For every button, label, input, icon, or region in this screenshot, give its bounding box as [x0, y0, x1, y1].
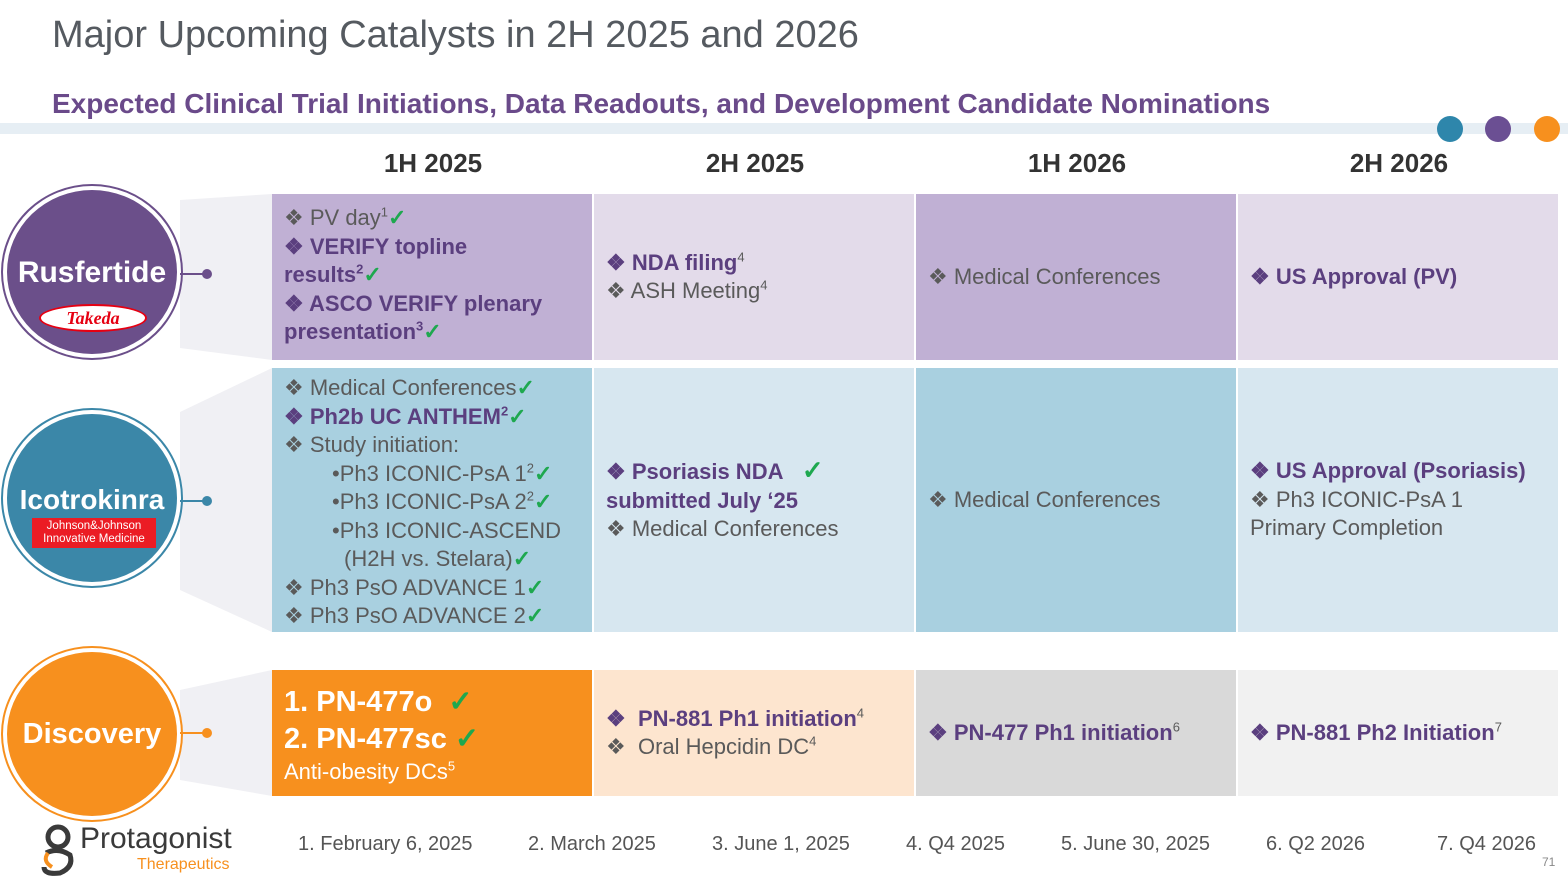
discovery-label: Discovery: [22, 718, 162, 750]
footnote-5: 5. June 30, 2025: [1061, 833, 1211, 855]
column-header-1h-2026: 1H 2026: [1027, 148, 1127, 178]
icotrokinra-label: Icotrokinra: [19, 484, 165, 515]
decor-dot-orange: [1534, 116, 1560, 142]
page-title: Major Upcoming Catalysts in 2H 2025 and …: [52, 14, 859, 56]
discovery-circle: Discovery: [3, 648, 181, 820]
discovery-connector: [180, 732, 208, 734]
icotrokinra-1h-2026-cell: ❖ Medical Conferences: [916, 368, 1236, 632]
footnote-4: 4. Q4 2025: [906, 833, 1005, 855]
discovery-2h-2025-cell: ❖ PN-881 Ph1 initiation4 ❖ Oral Hepcidin…: [594, 670, 914, 796]
footnote-2: 2. March 2025: [528, 833, 656, 855]
page-subtitle: Expected Clinical Trial Initiations, Dat…: [52, 88, 1271, 119]
footnote-6: 6. Q2 2026: [1266, 833, 1365, 855]
discovery-connector-dot: [202, 728, 212, 738]
company-logo-name: Protagonist: [80, 822, 232, 855]
rusfertide-2h-2026-cell: ❖ US Approval (PV): [1238, 194, 1558, 360]
rusfertide-label: Rusfertide: [17, 256, 167, 289]
decor-dot-blue: [1437, 116, 1463, 142]
icotrokinra-2h-2026-cell: ❖ US Approval (Psoriasis) ❖ Ph3 ICONIC-P…: [1238, 368, 1558, 632]
icotrokinra-connector: [180, 500, 208, 502]
icotrokinra-1h-2025-cell: ❖ Medical Conferences✓ ❖ Ph2b UC ANTHEM2…: [272, 368, 592, 632]
icotrokinra-connector-dot: [202, 496, 212, 506]
rusfertide-circle: Rusfertide Takeda: [3, 186, 181, 358]
rusfertide-1h-2025-cell: ❖ PV day1✓ ❖ VERIFY topline results2✓ ❖ …: [272, 194, 592, 360]
rusfertide-2h-2025-cell: ❖ NDA filing4 ❖ ASH Meeting4: [594, 194, 914, 360]
page-number: 71: [1542, 855, 1556, 869]
row-connector-wedges: [180, 194, 272, 796]
rusfertide-connector-dot: [202, 269, 212, 279]
rusfertide-connector: [180, 273, 208, 275]
footnote-7: 7. Q4 2026: [1437, 833, 1536, 855]
rusfertide-1h-2026-cell: ❖ Medical Conferences: [916, 194, 1236, 360]
column-header-2h-2026: 2H 2026: [1349, 148, 1449, 178]
footnote-1: 1. February 6, 2025: [298, 833, 473, 855]
header-divider: [0, 123, 1568, 134]
decor-dot-purple: [1485, 116, 1511, 142]
discovery-1h-2025-cell: 1. PN-477o ✓ 2. PN-477sc ✓ Anti-obesity …: [272, 670, 592, 796]
column-header-2h-2025: 2H 2025: [705, 148, 805, 178]
icotrokinra-2h-2025-cell: ❖ Psoriasis NDA ✓ submitted July ‘25 ❖ M…: [594, 368, 914, 632]
protagonist-logo-icon: [41, 824, 74, 876]
discovery-2h-2026-cell: ❖ PN-881 Ph2 Initiation7: [1238, 670, 1558, 796]
discovery-1h-2026-cell: ❖ PN-477 Ph1 initiation6: [916, 670, 1236, 796]
takeda-logo: Takeda: [39, 304, 147, 332]
jnj-logo: Johnson&Johnson Innovative Medicine: [32, 518, 156, 548]
footnote-3: 3. June 1, 2025: [712, 833, 850, 855]
icotrokinra-circle: Icotrokinra Johnson&Johnson Innovative M…: [3, 410, 181, 586]
column-header-1h-2025: 1H 2025: [383, 148, 483, 178]
company-logo-subtitle: Therapeutics: [137, 856, 230, 873]
